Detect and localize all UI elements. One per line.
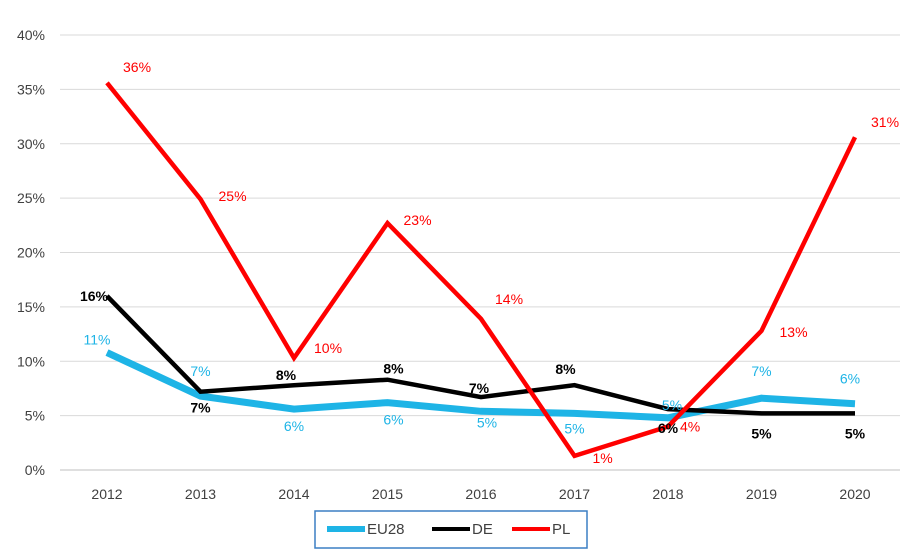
data-label-eu28: 6% [284, 418, 304, 434]
y-tick-label: 10% [17, 353, 45, 369]
data-label-de: 8% [555, 361, 576, 377]
legend-label-eu28: EU28 [367, 521, 405, 538]
y-axis-ticks: 0% 5% 10% 15% 20% 25% 30% 35% 40% [17, 27, 45, 478]
gridlines [60, 34, 900, 471]
data-label-de: 7% [190, 400, 211, 416]
data-label-pl: 25% [219, 188, 247, 204]
x-tick-label: 2014 [278, 486, 309, 502]
y-tick-label: 40% [17, 27, 45, 43]
y-tick-label: 20% [17, 245, 45, 261]
y-tick-label: 0% [25, 462, 45, 478]
x-tick-label: 2019 [746, 486, 777, 502]
data-label-pl: 4% [680, 419, 700, 435]
y-tick-label: 35% [17, 81, 45, 97]
x-axis-ticks: 2012 2013 2014 2015 2016 2017 2018 2019 2020 [91, 486, 870, 502]
data-label-de: 5% [845, 425, 866, 441]
data-label-eu28: 6% [383, 412, 403, 428]
data-label-eu28: 5% [564, 420, 584, 436]
data-label-eu28: 5% [477, 414, 497, 430]
data-label-pl: 10% [314, 340, 342, 356]
data-label-pl: 36% [123, 59, 151, 75]
data-label-pl: 14% [495, 291, 523, 307]
data-label-eu28: 6% [840, 371, 860, 387]
data-label-eu28: 5% [662, 397, 682, 413]
y-tick-label: 15% [17, 299, 45, 315]
data-labels: 11% 7% 6% 6% 5% 5% 5% 7% 6% 16% 7% 8% 8% 7% 8% 6% 5% 5% 36… [80, 59, 899, 466]
y-tick-label: 5% [25, 408, 45, 424]
series-line-pl [105, 81, 858, 459]
x-tick-label: 2013 [185, 486, 216, 502]
x-tick-label: 2015 [372, 486, 403, 502]
series-lines [105, 81, 858, 459]
data-label-de: 5% [751, 425, 772, 441]
x-tick-label: 2016 [465, 486, 496, 502]
legend-label-pl: PL [552, 521, 570, 538]
legend-label-de: DE [472, 521, 493, 538]
data-label-eu28: 11% [84, 332, 111, 348]
data-label-eu28: 7% [751, 363, 771, 379]
data-label-de: 16% [80, 288, 109, 304]
data-label-de: 6% [658, 420, 679, 436]
x-tick-label: 2012 [91, 486, 122, 502]
x-tick-label: 2018 [652, 486, 683, 502]
series-line-de [105, 294, 855, 416]
data-label-pl: 1% [593, 450, 613, 466]
data-label-de: 8% [383, 361, 404, 377]
data-label-de: 7% [469, 380, 490, 396]
data-label-pl: 23% [404, 212, 432, 228]
x-tick-label: 2020 [839, 486, 870, 502]
data-label-eu28: 7% [190, 363, 210, 379]
series-line-eu28 [105, 349, 856, 422]
x-tick-label: 2017 [559, 486, 590, 502]
data-label-pl: 31% [871, 114, 899, 130]
data-label-de: 8% [276, 367, 297, 383]
y-tick-label: 30% [17, 136, 45, 152]
y-tick-label: 25% [17, 190, 45, 206]
data-label-pl: 13% [780, 324, 808, 340]
legend: EU28 DE PL [314, 510, 588, 549]
